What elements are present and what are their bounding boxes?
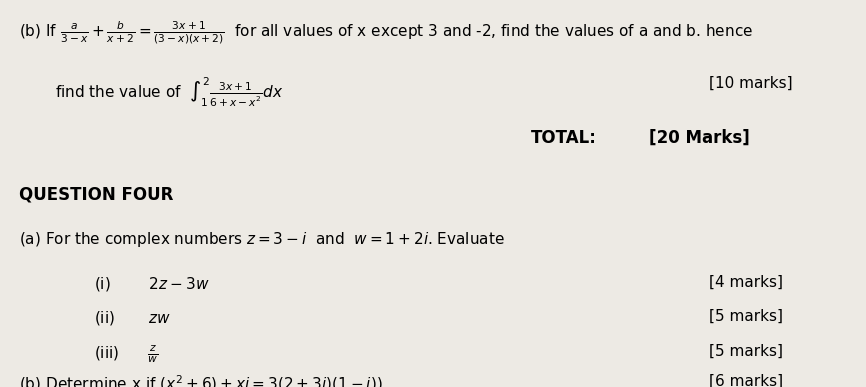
Text: TOTAL:: TOTAL: [531, 129, 597, 147]
Text: [5 marks]: [5 marks] [708, 343, 783, 358]
Text: [20 Marks]: [20 Marks] [650, 129, 750, 147]
Text: (iii)      $\frac{z}{w}$: (iii) $\frac{z}{w}$ [94, 343, 158, 365]
Text: [10 marks]: [10 marks] [708, 76, 792, 91]
Text: (ii)       $zw$: (ii) $zw$ [94, 309, 171, 327]
Text: (i)        $2z - 3w$: (i) $2z - 3w$ [94, 275, 209, 293]
Text: (a) For the complex numbers $z = 3 - i$  and  $w = 1 + 2i$. Evaluate: (a) For the complex numbers $z = 3 - i$ … [19, 229, 505, 248]
Text: find the value of  $\int_1^{2} \frac{3x+1}{6+x-x^2}dx$: find the value of $\int_1^{2} \frac{3x+1… [55, 76, 284, 110]
Text: [4 marks]: [4 marks] [708, 275, 783, 290]
Text: [6 marks]: [6 marks] [708, 374, 783, 387]
Text: QUESTION FOUR: QUESTION FOUR [19, 186, 173, 204]
Text: (b) Determine x if $(x^2 + 6) + xi = 3(2 + 3i)(1 - i))$: (b) Determine x if $(x^2 + 6) + xi = 3(2… [19, 374, 383, 387]
Text: (b) If $\frac{a}{3-x} + \frac{b}{x+2} = \frac{3x+1}{(3-x)(x+2)}$  for all values: (b) If $\frac{a}{3-x} + \frac{b}{x+2} = … [19, 19, 753, 46]
Text: [5 marks]: [5 marks] [708, 309, 783, 324]
